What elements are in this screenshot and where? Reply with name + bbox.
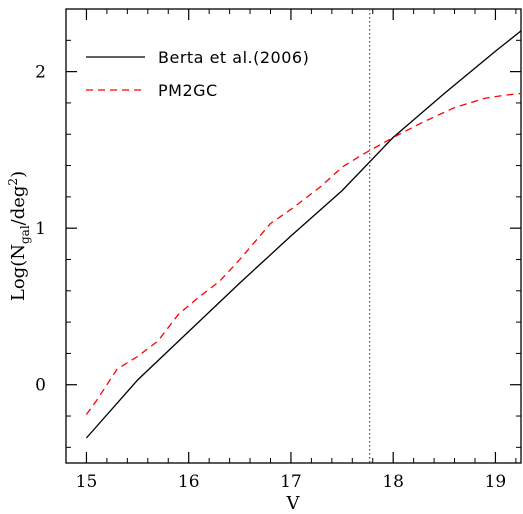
tick-group bbox=[65, 8, 521, 463]
series-line-berta bbox=[85, 30, 522, 439]
y-tick-label: 2 bbox=[35, 63, 46, 83]
legend-label-berta: Berta et al.(2006) bbox=[158, 48, 309, 67]
y-axis-title-main: Log(N bbox=[8, 244, 29, 301]
y-axis-title-sup: 2 bbox=[6, 178, 20, 186]
tick-label-group: 15 16 17 18 19 0 1 2 bbox=[35, 63, 506, 492]
y-axis-title-sub: gal bbox=[18, 225, 32, 244]
legend-label-pm2gc: PM2GC bbox=[158, 81, 218, 100]
x-tick-label: 17 bbox=[280, 472, 302, 492]
plot-frame bbox=[65, 8, 522, 464]
y-axis-title-close: ) bbox=[8, 171, 29, 178]
series-line-pm2gc bbox=[85, 92, 522, 415]
x-tick-label: 19 bbox=[485, 472, 507, 492]
x-tick-label: 18 bbox=[382, 472, 404, 492]
x-tick-label: 15 bbox=[76, 472, 98, 492]
y-tick-label: 0 bbox=[35, 376, 46, 396]
x-axis-title: V bbox=[286, 493, 301, 514]
legend: Berta et al.(2006) PM2GC bbox=[86, 48, 309, 100]
y-axis-title-tail: /deg bbox=[8, 186, 29, 226]
x-tick-label: 16 bbox=[178, 472, 200, 492]
y-tick-label: 1 bbox=[35, 219, 46, 239]
y-axis-title: Log(Ngal/deg2) bbox=[6, 171, 32, 301]
series-group bbox=[85, 9, 522, 463]
